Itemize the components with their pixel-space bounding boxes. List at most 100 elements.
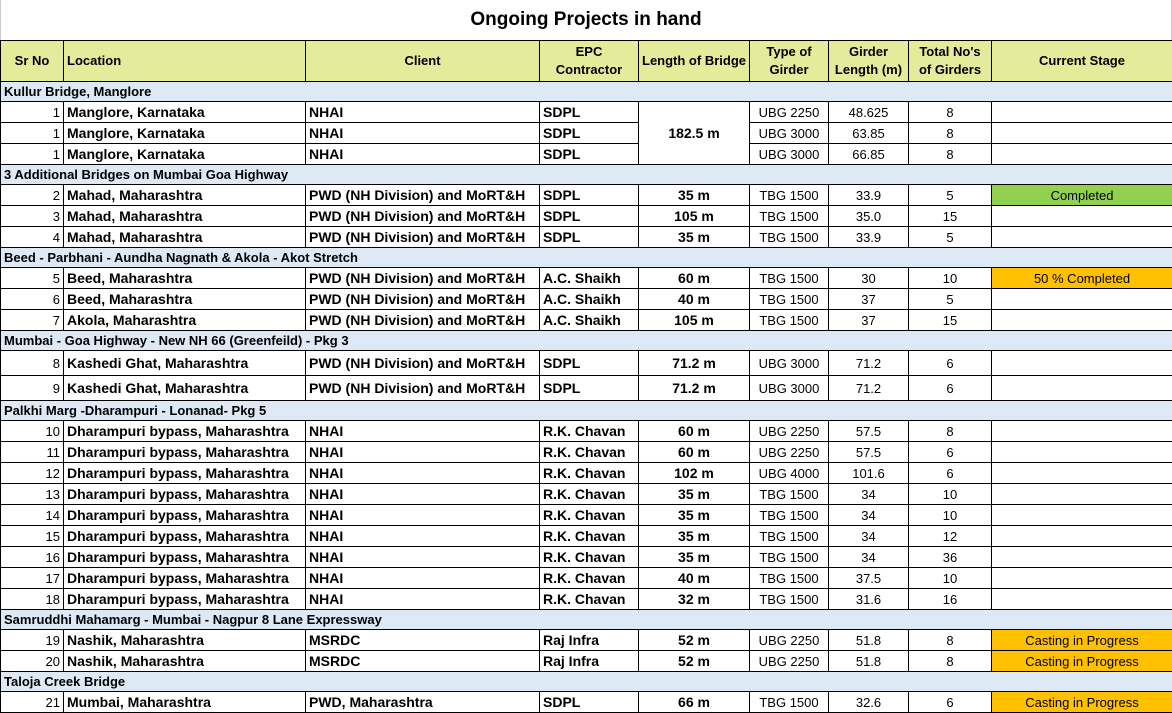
cell-length-of-bridge: 35 m xyxy=(639,185,750,206)
group-row: Mumbai - Goa Highway - New NH 66 (Greenf… xyxy=(1,331,1172,351)
cell-sr-no: 21 xyxy=(1,692,64,713)
cell-epc-contractor: R.K. Chavan xyxy=(540,589,639,610)
cell-type-of-girder: TBG 1500 xyxy=(750,692,829,713)
cell-epc-contractor: SDPL xyxy=(540,692,639,713)
cell-location: Beed, Maharashtra xyxy=(64,268,306,289)
cell-length-of-bridge: 71.2 m xyxy=(639,376,750,401)
cell-epc-contractor: Raj Infra xyxy=(540,651,639,672)
cell-type-of-girder: UBG 3000 xyxy=(750,144,829,165)
cell-epc-contractor: Raj Infra xyxy=(540,630,639,651)
cell-client: PWD (NH Division) and MoRT&H xyxy=(306,227,540,248)
cell-total-girders: 12 xyxy=(909,526,992,547)
cell-type-of-girder: UBG 2250 xyxy=(750,421,829,442)
cell-type-of-girder: TBG 1500 xyxy=(750,526,829,547)
cell-client: NHAI xyxy=(306,102,540,123)
cell-client: PWD, Maharashtra xyxy=(306,692,540,713)
cell-type-of-girder: UBG 3000 xyxy=(750,123,829,144)
group-row: Taloja Creek Bridge xyxy=(1,672,1172,692)
cell-client: PWD (NH Division) and MoRT&H xyxy=(306,206,540,227)
cell-sr-no: 4 xyxy=(1,227,64,248)
cell-type-of-girder: UBG 4000 xyxy=(750,463,829,484)
column-header-location: Location xyxy=(64,41,306,82)
cell-current-stage xyxy=(992,568,1172,589)
cell-sr-no: 20 xyxy=(1,651,64,672)
group-title: Samruddhi Mahamarg - Mumbai - Nagpur 8 L… xyxy=(1,610,1172,630)
cell-current-stage xyxy=(992,227,1172,248)
cell-total-girders: 6 xyxy=(909,376,992,401)
cell-girder-length: 71.2 xyxy=(829,351,909,376)
cell-location: Nashik, Maharashtra xyxy=(64,630,306,651)
cell-location: Kashedi Ghat, Maharashtra xyxy=(64,376,306,401)
cell-total-girders: 6 xyxy=(909,692,992,713)
cell-sr-no: 13 xyxy=(1,484,64,505)
cell-client: MSRDC xyxy=(306,651,540,672)
group-row: 3 Additional Bridges on Mumbai Goa Highw… xyxy=(1,165,1172,185)
cell-current-stage xyxy=(992,442,1172,463)
cell-client: NHAI xyxy=(306,123,540,144)
cell-total-girders: 5 xyxy=(909,289,992,310)
cell-client: PWD (NH Division) and MoRT&H xyxy=(306,310,540,331)
column-header-type-of-girder: Type of Girder xyxy=(750,41,829,82)
cell-sr-no: 1 xyxy=(1,102,64,123)
cell-length-of-bridge: 35 m xyxy=(639,505,750,526)
cell-location: Kashedi Ghat, Maharashtra xyxy=(64,351,306,376)
cell-total-girders: 10 xyxy=(909,268,992,289)
cell-length-of-bridge: 182.5 m xyxy=(639,102,750,165)
cell-sr-no: 2 xyxy=(1,185,64,206)
cell-girder-length: 71.2 xyxy=(829,376,909,401)
group-row: Palkhi Marg -Dharampuri - Lonanad- Pkg 5 xyxy=(1,401,1172,421)
group-title: Beed - Parbhani - Aundha Nagnath & Akola… xyxy=(1,248,1172,268)
cell-total-girders: 36 xyxy=(909,547,992,568)
cell-type-of-girder: UBG 2250 xyxy=(750,630,829,651)
cell-sr-no: 18 xyxy=(1,589,64,610)
cell-total-girders: 8 xyxy=(909,123,992,144)
cell-sr-no: 16 xyxy=(1,547,64,568)
cell-total-girders: 8 xyxy=(909,144,992,165)
cell-length-of-bridge: 40 m xyxy=(639,568,750,589)
status-badge: Casting in Progress xyxy=(992,651,1172,672)
cell-location: Mahad, Maharashtra xyxy=(64,227,306,248)
cell-sr-no: 12 xyxy=(1,463,64,484)
cell-type-of-girder: TBG 1500 xyxy=(750,589,829,610)
cell-epc-contractor: R.K. Chavan xyxy=(540,505,639,526)
cell-type-of-girder: UBG 2250 xyxy=(750,102,829,123)
cell-type-of-girder: TBG 1500 xyxy=(750,289,829,310)
cell-type-of-girder: TBG 1500 xyxy=(750,568,829,589)
cell-girder-length: 57.5 xyxy=(829,442,909,463)
cell-epc-contractor: R.K. Chavan xyxy=(540,547,639,568)
cell-epc-contractor: R.K. Chavan xyxy=(540,568,639,589)
cell-client: PWD (NH Division) and MoRT&H xyxy=(306,376,540,401)
cell-total-girders: 8 xyxy=(909,651,992,672)
cell-client: NHAI xyxy=(306,463,540,484)
cell-current-stage xyxy=(992,421,1172,442)
cell-type-of-girder: TBG 1500 xyxy=(750,185,829,206)
cell-type-of-girder: TBG 1500 xyxy=(750,547,829,568)
cell-epc-contractor: R.K. Chavan xyxy=(540,484,639,505)
cell-total-girders: 6 xyxy=(909,463,992,484)
cell-type-of-girder: TBG 1500 xyxy=(750,505,829,526)
cell-location: Dharampuri bypass, Maharashtra xyxy=(64,463,306,484)
cell-girder-length: 34 xyxy=(829,526,909,547)
cell-length-of-bridge: 60 m xyxy=(639,421,750,442)
cell-epc-contractor: SDPL xyxy=(540,144,639,165)
cell-girder-length: 51.8 xyxy=(829,630,909,651)
cell-client: NHAI xyxy=(306,505,540,526)
cell-current-stage xyxy=(992,505,1172,526)
cell-current-stage xyxy=(992,102,1172,123)
cell-client: PWD (NH Division) and MoRT&H xyxy=(306,351,540,376)
cell-length-of-bridge: 60 m xyxy=(639,268,750,289)
cell-length-of-bridge: 35 m xyxy=(639,484,750,505)
cell-sr-no: 7 xyxy=(1,310,64,331)
cell-client: NHAI xyxy=(306,547,540,568)
cell-length-of-bridge: 105 m xyxy=(639,206,750,227)
